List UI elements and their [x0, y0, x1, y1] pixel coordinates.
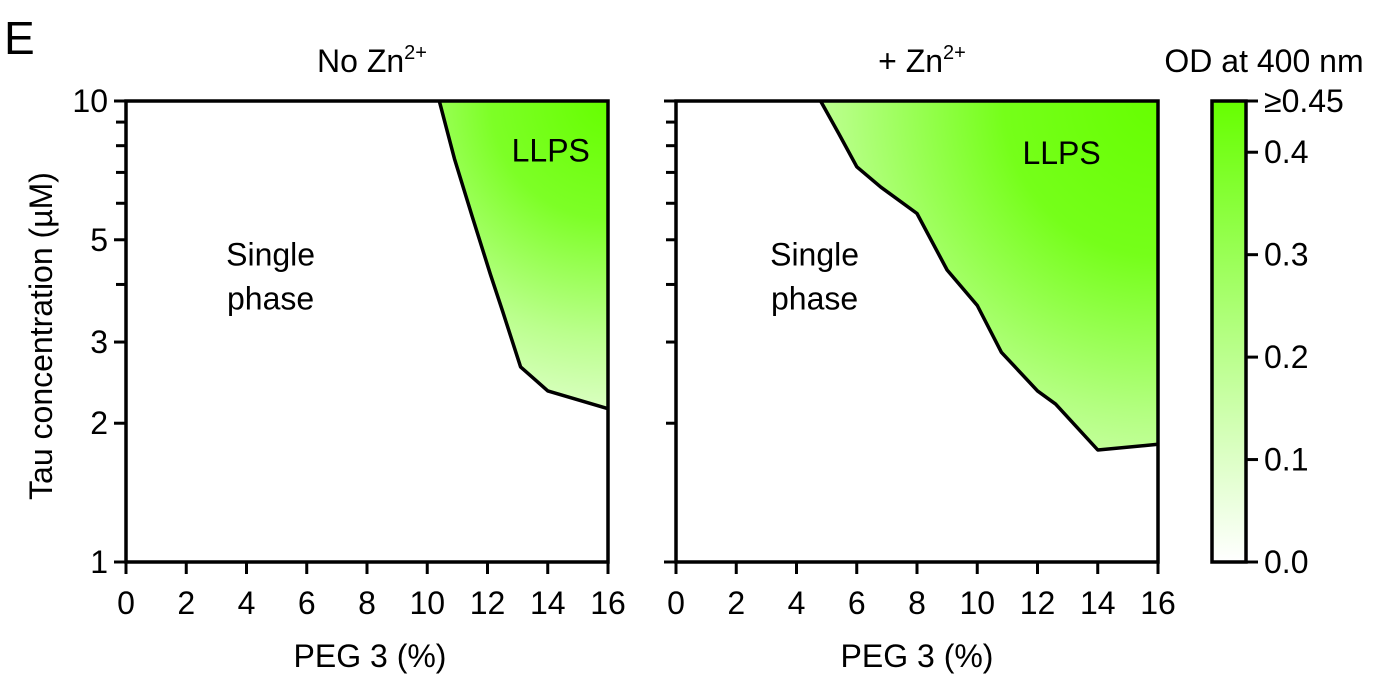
single-phase-label-line: phase: [771, 280, 858, 316]
x-tick-label: 8: [358, 585, 376, 621]
colorbar-tick-label: 0.4: [1264, 134, 1308, 170]
chart-plus-zn: 0 2 4 6 8 10 12 14 16 + Zn2+ PEG 3 (%) LLPS Sing…: [664, 42, 1176, 674]
y-tick-label: 10: [72, 83, 108, 119]
x-tick-label: 16: [590, 585, 626, 621]
y-tick-label: 2: [90, 405, 108, 441]
x-axis-label: PEG 3 (%): [841, 638, 994, 674]
x-tick-label: 2: [177, 585, 195, 621]
chart-title-superscript: 2+: [943, 42, 966, 64]
colorbar-ticks: 0.0 0.1 0.2 0.3 0.4 ≥0.45: [1246, 83, 1344, 580]
x-tick-label: 2: [727, 585, 745, 621]
x-axis-ticks: 0 2 4 6 8 10 12 14 16: [667, 562, 1176, 621]
y-tick-label: 5: [90, 222, 108, 258]
x-tick-label: 6: [298, 585, 316, 621]
y-axis-label: Tau concentration (µM): [23, 172, 59, 500]
chart-title-text: No Zn: [317, 43, 404, 79]
y-tick-label: 1: [90, 544, 108, 580]
x-tick-label: 14: [1080, 585, 1116, 621]
single-phase-label: Single phase: [770, 236, 859, 316]
single-phase-label-line: Single: [770, 236, 859, 272]
x-tick-label: 16: [1140, 585, 1176, 621]
y-axis-ticks: [664, 99, 676, 564]
phase-boundary-line: [819, 100, 1159, 452]
x-axis-ticks: 0 2 4 6 8 10 12 14 16: [117, 562, 626, 621]
x-tick-label: 0: [117, 585, 135, 621]
single-phase-label-line: Single: [226, 236, 315, 272]
colorbar-tick-label: 0.2: [1264, 339, 1308, 375]
x-tick-label: 10: [409, 585, 445, 621]
chart-title: No Zn2+: [317, 42, 427, 79]
x-tick-label: 12: [470, 585, 506, 621]
llps-region-label: LLPS: [512, 132, 590, 168]
x-tick-label: 8: [908, 585, 926, 621]
x-tick-label: 6: [848, 585, 866, 621]
chart-title: + Zn2+: [878, 42, 966, 79]
single-phase-label-line: phase: [227, 280, 314, 316]
phase-boundary-line: [437, 100, 609, 411]
colorbar-gradient: [1210, 99, 1248, 564]
llps-region-label: LLPS: [1022, 135, 1100, 171]
y-tick-label: 3: [90, 324, 108, 360]
x-tick-label: 4: [238, 585, 256, 621]
x-axis-label: PEG 3 (%): [294, 638, 447, 674]
x-tick-label: 10: [959, 585, 995, 621]
x-tick-label: 14: [530, 585, 566, 621]
colorbar-tick-label: ≥0.45: [1264, 83, 1344, 119]
chart-title-superscript: 2+: [404, 42, 427, 64]
y-axis-ticks: 1 2 3 5 10: [72, 83, 126, 580]
colorbar: OD at 400 nm 0.0 0.1 0.2 0.3 0.4 ≥0.45: [1164, 43, 1363, 580]
x-tick-label: 0: [667, 585, 685, 621]
single-phase-label: Single phase: [226, 236, 315, 316]
llps-region-fill: [820, 101, 1158, 450]
x-tick-label: 4: [788, 585, 806, 621]
colorbar-tick-label: 0.0: [1264, 544, 1308, 580]
x-tick-label: 12: [1020, 585, 1056, 621]
chart-title-text: + Zn: [878, 43, 943, 79]
colorbar-tick-label: 0.3: [1264, 237, 1308, 273]
colorbar-title: OD at 400 nm: [1164, 43, 1363, 79]
panel-letter: E: [4, 12, 35, 64]
llps-region-fill: [439, 101, 608, 409]
colorbar-tick-label: 0.1: [1264, 442, 1308, 478]
